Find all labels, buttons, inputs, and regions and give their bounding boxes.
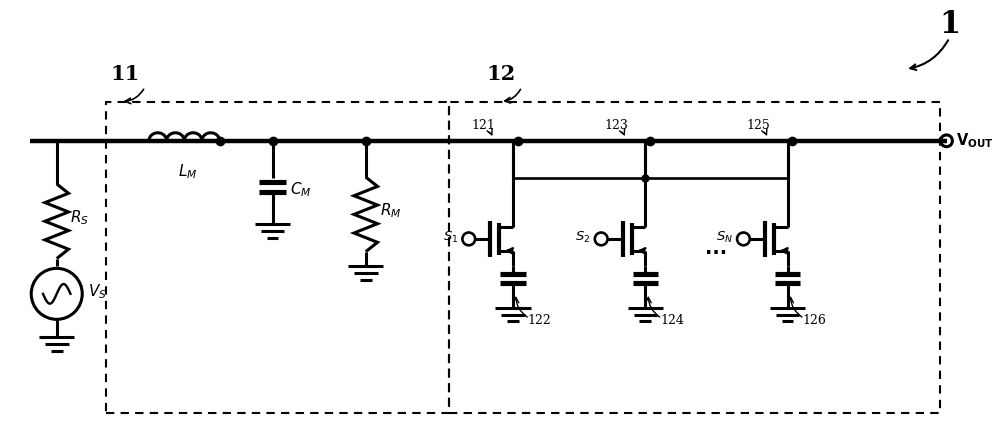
Text: $C_M$: $C_M$ bbox=[290, 180, 312, 199]
Text: 122: 122 bbox=[528, 315, 551, 327]
Text: 11: 11 bbox=[111, 64, 140, 84]
Text: $S_2$: $S_2$ bbox=[575, 230, 590, 245]
Text: $R_M$: $R_M$ bbox=[380, 201, 402, 220]
Text: $L_M$: $L_M$ bbox=[178, 163, 198, 181]
Text: 12: 12 bbox=[486, 64, 516, 84]
Text: $R_S$: $R_S$ bbox=[70, 208, 89, 227]
Text: 1: 1 bbox=[940, 9, 961, 40]
Text: 125: 125 bbox=[746, 119, 770, 132]
Text: 121: 121 bbox=[472, 119, 495, 132]
Text: $V_S$: $V_S$ bbox=[88, 283, 107, 301]
Bar bbox=[106, 101, 449, 412]
Text: $S_1$: $S_1$ bbox=[443, 230, 458, 245]
Text: 124: 124 bbox=[660, 315, 684, 327]
Text: $S_N$: $S_N$ bbox=[716, 230, 733, 245]
Text: $\mathbf{V_{OUT}}$: $\mathbf{V_{OUT}}$ bbox=[956, 132, 994, 150]
Bar bbox=[449, 101, 940, 412]
Text: 126: 126 bbox=[802, 315, 826, 327]
Text: ...: ... bbox=[705, 239, 728, 258]
Text: 123: 123 bbox=[604, 119, 628, 132]
